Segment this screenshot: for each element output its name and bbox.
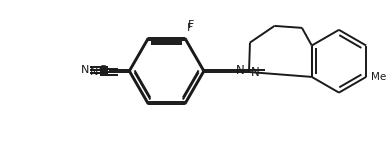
Text: N: N xyxy=(81,65,89,75)
Text: Me: Me xyxy=(371,72,386,82)
Text: C: C xyxy=(98,65,106,75)
Text: N: N xyxy=(236,64,245,77)
Text: F: F xyxy=(187,23,193,33)
Text: F: F xyxy=(188,20,195,30)
Text: N: N xyxy=(90,67,98,77)
Text: N: N xyxy=(251,66,260,78)
